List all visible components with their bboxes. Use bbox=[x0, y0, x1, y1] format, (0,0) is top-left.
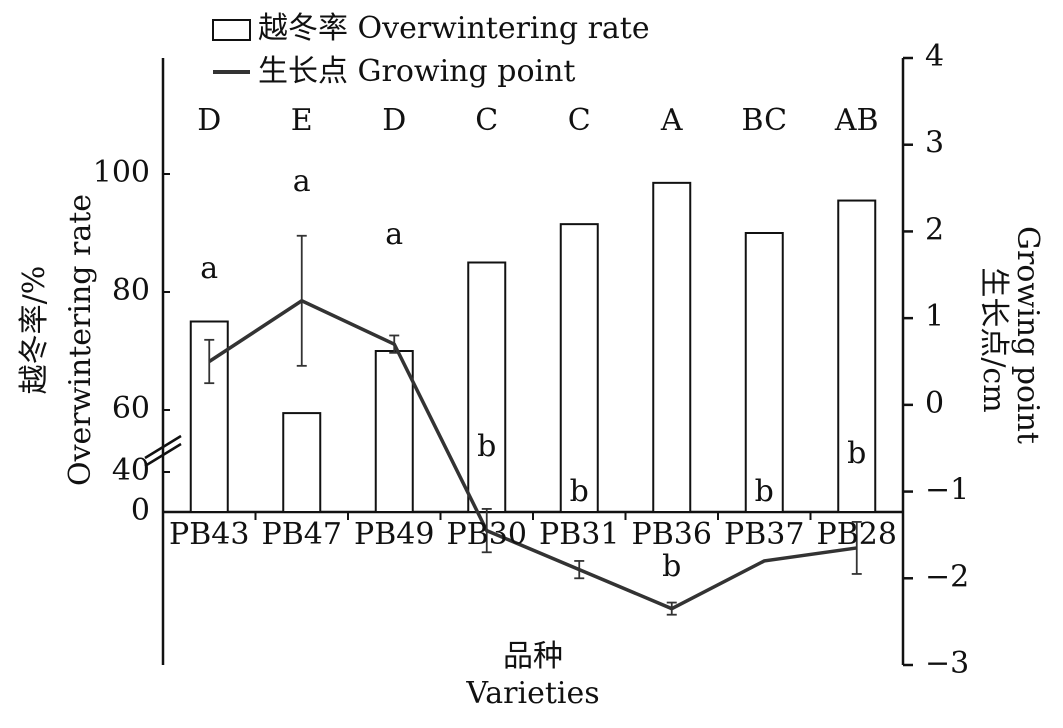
line-letter: a bbox=[293, 164, 311, 199]
y2-tick-label: 0 bbox=[925, 386, 944, 421]
line-letter: b bbox=[755, 474, 774, 509]
error-bar bbox=[666, 601, 677, 616]
y-tick-label: 60 bbox=[112, 391, 150, 426]
y2-title: Growing point bbox=[1010, 226, 1045, 444]
x-tick-label: PB47 bbox=[262, 517, 342, 552]
bar bbox=[837, 199, 877, 514]
x-tick-label: PB31 bbox=[539, 517, 619, 552]
error-bar bbox=[851, 521, 862, 575]
y2-tick-label: 1 bbox=[925, 299, 944, 334]
bar-letter: C bbox=[475, 103, 498, 138]
y2-tick-label: −2 bbox=[925, 559, 969, 594]
error-bar bbox=[204, 338, 215, 385]
x-tick-label: PB36 bbox=[632, 517, 712, 552]
bar-letter: AB bbox=[834, 103, 879, 138]
error-bar bbox=[481, 508, 492, 554]
y2-title: 生长点/cm bbox=[976, 267, 1011, 412]
error-bar bbox=[574, 560, 585, 580]
bar-letter: D bbox=[197, 103, 221, 138]
x-tick-label: PB49 bbox=[354, 517, 434, 552]
y2-tick-label: −1 bbox=[925, 473, 969, 508]
legend-label: 越冬率 Overwintering rate bbox=[258, 11, 650, 46]
y-tick-label: 40 bbox=[112, 453, 150, 488]
y2-tick-label: 4 bbox=[925, 39, 944, 74]
y-tick-label: 100 bbox=[93, 155, 150, 190]
line-letter: b bbox=[847, 436, 866, 471]
y-title: 越冬率/% bbox=[17, 266, 52, 395]
line bbox=[208, 298, 857, 611]
y2-tick-label: 3 bbox=[925, 126, 944, 161]
bar bbox=[374, 350, 414, 513]
bar-letter: A bbox=[660, 103, 683, 138]
axis-break bbox=[144, 442, 182, 468]
bar bbox=[652, 181, 692, 513]
bar bbox=[282, 412, 322, 514]
x-title: 品种 bbox=[503, 639, 563, 674]
y2-tick-label: 2 bbox=[925, 212, 944, 247]
bar-letter: D bbox=[382, 103, 406, 138]
bar bbox=[744, 232, 784, 513]
bar-letter: BC bbox=[741, 103, 787, 138]
error-bar bbox=[296, 234, 307, 367]
x-tick-label: PB43 bbox=[169, 517, 249, 552]
error-bar bbox=[389, 334, 400, 354]
line-letter: a bbox=[385, 217, 403, 252]
bar-letter: E bbox=[291, 103, 313, 138]
x-tick-label: PB28 bbox=[817, 517, 897, 552]
bar bbox=[467, 261, 507, 513]
y-tick-label: 80 bbox=[112, 273, 150, 308]
x-title: Varieties bbox=[465, 676, 599, 711]
bar bbox=[559, 223, 599, 513]
x-tick-label: PB37 bbox=[724, 517, 804, 552]
bar-letter: C bbox=[568, 103, 591, 138]
y-tick-label: 0 bbox=[131, 493, 150, 528]
line-letter: b bbox=[570, 474, 589, 509]
line-letter: b bbox=[477, 429, 496, 464]
x-tick-label: PB30 bbox=[447, 517, 527, 552]
legend-label: 生长点 Growing point bbox=[258, 54, 575, 89]
axis-break bbox=[144, 434, 182, 460]
legend-swatch bbox=[212, 19, 251, 41]
line-letter: b bbox=[662, 549, 681, 584]
y2-tick-label: −3 bbox=[925, 646, 969, 681]
y-title: Overwintering rate bbox=[63, 194, 98, 486]
line-letter: a bbox=[200, 251, 218, 286]
